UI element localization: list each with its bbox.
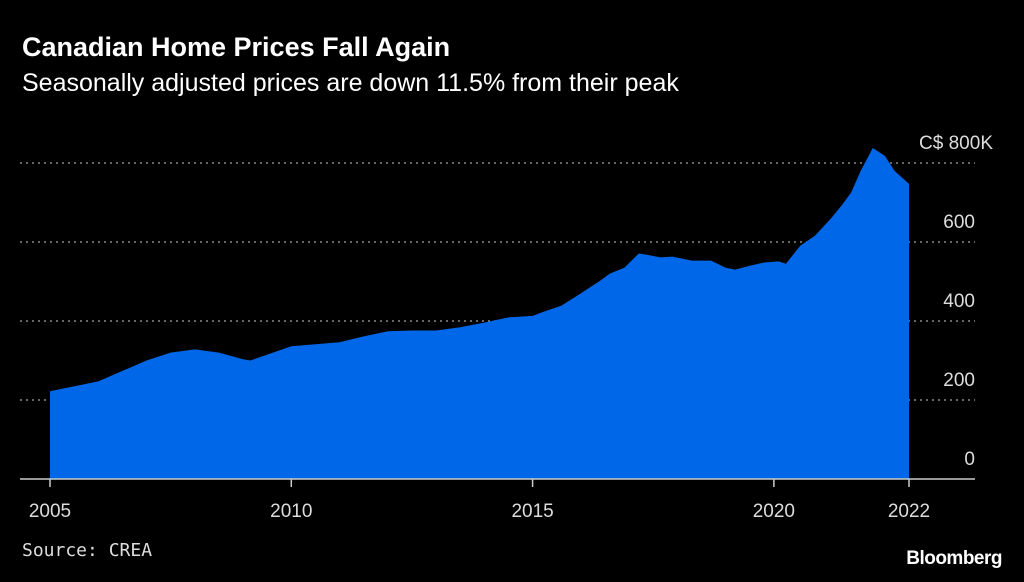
- y-tick-label: 600: [943, 212, 975, 233]
- source-note: Source: CREA: [22, 540, 153, 561]
- x-tick-label: 2020: [753, 501, 795, 522]
- x-tick-label: 2015: [511, 501, 553, 522]
- y-tick-label: C$ 800K: [919, 133, 993, 154]
- y-tick-label: 200: [943, 370, 975, 391]
- chart-subtitle: Seasonally adjusted prices are down 11.5…: [22, 69, 679, 97]
- x-tick-label: 2022: [888, 501, 930, 522]
- y-tick-label: 400: [943, 291, 975, 312]
- x-tick-label: 2005: [29, 501, 71, 522]
- x-tick-label: 2010: [270, 501, 312, 522]
- bloomberg-logo: Bloomberg: [906, 548, 1002, 569]
- price-area: [50, 148, 909, 479]
- chart-title: Canadian Home Prices Fall Again: [22, 32, 451, 62]
- y-tick-label: 0: [964, 449, 975, 470]
